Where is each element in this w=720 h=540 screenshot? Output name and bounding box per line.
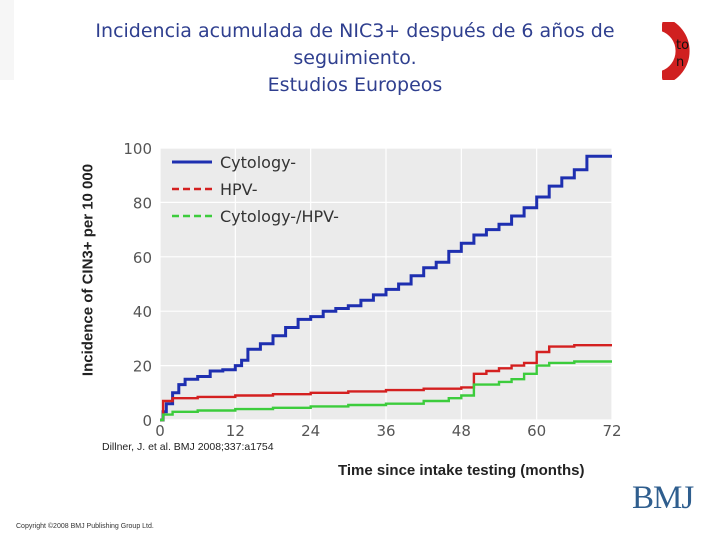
x-tick-label: 72 xyxy=(602,422,621,440)
title-line-1: Incidencia acumulada de NIC3+ después de… xyxy=(95,20,615,42)
y-tick-label: 100 xyxy=(123,140,152,158)
legend-label: HPV- xyxy=(220,180,257,199)
title-line-3: Estudios Europeos xyxy=(267,74,443,96)
y-tick-label: 20 xyxy=(133,358,152,376)
slide-edge-decoration xyxy=(0,0,14,80)
x-tick-label: 60 xyxy=(527,422,546,440)
slide-title: Incidencia acumulada de NIC3+ después de… xyxy=(60,18,650,99)
corner-logo-text-2: n xyxy=(676,55,684,70)
y-tick-label: 40 xyxy=(133,303,152,321)
series-line-3 xyxy=(160,360,612,422)
y-tick-label: 0 xyxy=(142,412,152,430)
title-line-2: seguimiento. xyxy=(293,47,417,69)
y-axis-title: Incidence of CIN3+ per 10 000 xyxy=(79,163,97,377)
corner-logo-text-1: to xyxy=(676,38,689,53)
series-lines xyxy=(160,154,612,422)
legend-label: Cytology- xyxy=(220,153,296,172)
series-line-1 xyxy=(160,154,612,422)
y-tick-label: 60 xyxy=(133,249,152,267)
x-tick-labels: 0 12 24 36 48 60 72 xyxy=(155,422,621,440)
legend-label: Cytology-/HPV- xyxy=(220,207,339,226)
x-tick-label: 36 xyxy=(376,422,395,440)
legend: Cytology- HPV- Cytology-/HPV- xyxy=(172,153,339,226)
copyright: Copyright ©2008 BMJ Publishing Group Ltd… xyxy=(16,523,154,530)
corner-logo-icon: to n xyxy=(662,22,690,80)
y-tick-label: 80 xyxy=(133,194,152,212)
x-tick-label: 0 xyxy=(155,422,165,440)
citation: Dillner, J. et al. BMJ 2008;337:a1754 xyxy=(100,441,276,453)
x-tick-label: 24 xyxy=(301,422,320,440)
bmj-logo: BMJ xyxy=(632,480,694,516)
y-tick-labels: 0 20 40 60 80 100 xyxy=(123,140,152,430)
series-line-2 xyxy=(160,344,612,422)
x-tick-label: 12 xyxy=(226,422,245,440)
x-tick-label: 48 xyxy=(452,422,471,440)
x-axis-title: Time since intake testing (months) xyxy=(338,462,585,479)
